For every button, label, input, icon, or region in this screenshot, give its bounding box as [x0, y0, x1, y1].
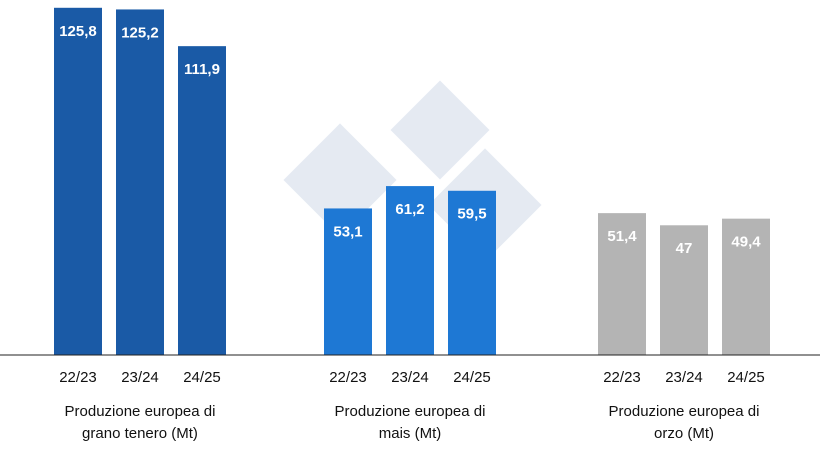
value-label: 47: [676, 240, 693, 257]
bar: [722, 218, 770, 355]
x-tick-label: 24/25: [183, 369, 221, 386]
x-tick-label: 22/23: [329, 369, 367, 386]
group-label: Produzione europea di: [609, 403, 760, 420]
value-label: 49,4: [731, 234, 761, 251]
value-label: 51,4: [607, 228, 637, 245]
group-label: Produzione europea di: [65, 403, 216, 420]
group-label: orzo (Mt): [654, 425, 714, 442]
value-label: 111,9: [184, 61, 220, 78]
bar: [178, 46, 226, 355]
bar: [116, 9, 164, 356]
value-label: 125,2: [121, 24, 159, 41]
bar: [660, 225, 708, 355]
x-tick-label: 23/24: [665, 369, 703, 386]
bar: [324, 208, 372, 355]
x-tick-label: 22/23: [59, 369, 97, 386]
value-label: 61,2: [395, 201, 424, 218]
x-tick-label: 22/23: [603, 369, 641, 386]
group-label: grano tenero (Mt): [82, 425, 198, 442]
group-label: Produzione europea di: [335, 403, 486, 420]
group-label: mais (Mt): [379, 425, 442, 442]
bar: [386, 186, 434, 355]
value-label: 125,8: [59, 23, 97, 40]
x-tick-label: 24/25: [727, 369, 765, 386]
x-tick-label: 23/24: [121, 369, 159, 386]
bar: [448, 190, 496, 355]
x-tick-label: 24/25: [453, 369, 491, 386]
x-tick-label: 23/24: [391, 369, 429, 386]
bar: [54, 7, 102, 356]
value-label: 59,5: [457, 206, 486, 223]
value-label: 53,1: [333, 223, 362, 240]
bar: [598, 213, 646, 355]
